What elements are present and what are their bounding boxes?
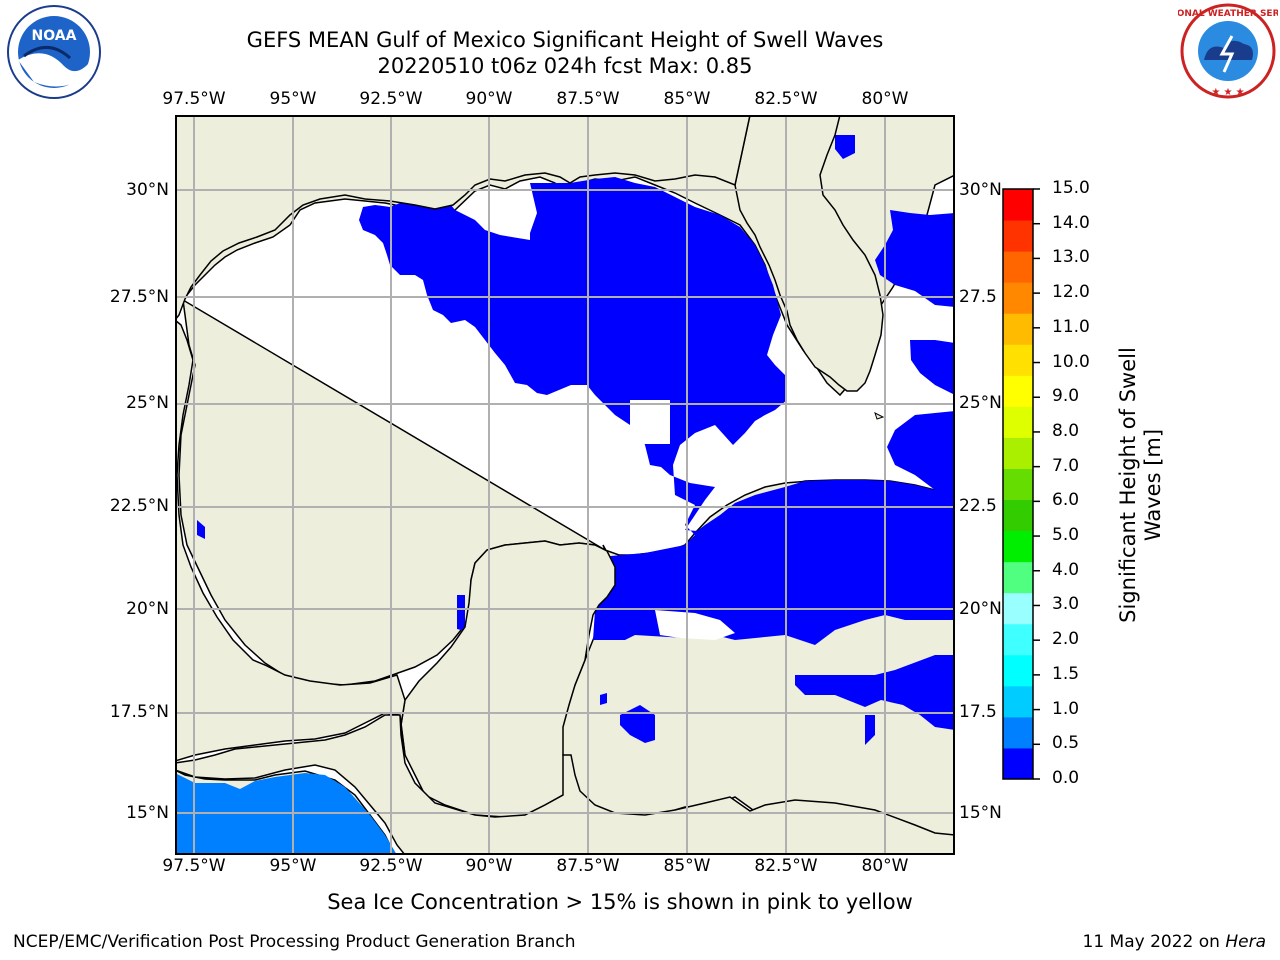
colorbar-segment [1003, 282, 1033, 314]
y-tick-left: 15°N [126, 803, 169, 823]
mexico-west-coast [175, 319, 406, 762]
map-frame [175, 115, 955, 855]
colorbar [1002, 188, 1040, 780]
colorbar-segment [1003, 654, 1033, 687]
colorbar-tick-label: 0.0 [1052, 768, 1080, 788]
colorbar-tick-label: 1.5 [1052, 663, 1080, 684]
x-tick-top: 90°W [465, 89, 513, 109]
colorbar-label: Significant Height of Swell Waves [m] [1116, 347, 1165, 623]
footer-date-text: 11 May 2022 on [1082, 932, 1226, 952]
colorbar-segment [1003, 251, 1033, 283]
colorbar-segment [1003, 437, 1033, 469]
x-tick-bottom: 80°W [861, 856, 909, 876]
colorbar-tick-label: 2.0 [1052, 629, 1080, 650]
colorbar-segment [1003, 623, 1033, 656]
colorbar-tick-label: 1.0 [1052, 698, 1080, 719]
colorbar-segment [1003, 747, 1033, 780]
colorbar-segment [1003, 716, 1033, 749]
colorbar-segment [1003, 499, 1033, 532]
y-tick-right: 25°N [959, 393, 1002, 413]
colorbar-tick-label: 10.0 [1052, 351, 1090, 372]
x-tick-bottom: 85°W [663, 856, 711, 876]
colorbar-segment [1003, 313, 1033, 345]
chart-title: GEFS MEAN Gulf of Mexico Significant Hei… [246, 28, 884, 52]
y-tick-left: 17.5°N [109, 702, 169, 722]
colorbar-segment [1003, 468, 1033, 501]
us-gulf-coast [175, 115, 751, 322]
colorbar-segment [1003, 685, 1033, 718]
y-tick-left: 25°N [126, 393, 169, 413]
y-tick-right: 15°N [959, 803, 1002, 823]
colorbar-segment [1003, 406, 1033, 438]
colorbar-tick-label: 14.0 [1052, 212, 1090, 233]
colorbar-tick-label: 15.0 [1052, 178, 1090, 198]
colorbar-segment [1003, 375, 1033, 407]
florida-peninsula [734, 115, 884, 392]
colorbar-segment [1003, 220, 1033, 252]
x-tick-bottom: 97.5°W [162, 856, 226, 876]
colorbar-segment [1003, 592, 1033, 625]
gulf-map [175, 115, 955, 855]
colorbar-tick-label: 3.0 [1052, 594, 1080, 615]
x-tick-top: 82.5°W [754, 89, 818, 109]
sea-ice-note: Sea Ice Concentration > 15% is shown in … [0, 890, 1280, 914]
nws-logo-stars: ★ ★ ★ [1211, 87, 1244, 98]
central-america [175, 714, 955, 855]
y-tick-left: 30°N [126, 180, 169, 200]
colorbar-tick-label: 11.0 [1052, 316, 1090, 337]
y-tick-left: 22.5°N [109, 496, 169, 516]
x-tick-top: 80°W [861, 89, 909, 109]
x-tick-bottom: 90°W [465, 856, 513, 876]
x-tick-top: 92.5°W [359, 89, 423, 109]
colorbar-tick-label: 0.5 [1052, 733, 1080, 754]
noaa-logo-text: NOAA [32, 28, 77, 44]
x-tick-bottom: 95°W [269, 856, 317, 876]
noaa-logo: NOAA [7, 5, 101, 99]
x-tick-bottom: 87.5°W [556, 856, 620, 876]
colorbar-tick-label: 5.0 [1052, 525, 1080, 546]
x-tick-top: 87.5°W [556, 89, 620, 109]
footer-date: 11 May 2022 on Hera [1083, 932, 1267, 952]
y-tick-right: 20°N [959, 599, 1002, 619]
y-tick-left: 20°N [126, 599, 169, 619]
footer-credit: NCEP/EMC/Verification Post Processing Pr… [13, 932, 576, 952]
x-tick-top: 95°W [269, 89, 317, 109]
colorbar-segment [1003, 530, 1033, 563]
colorbar-tick-label: 7.0 [1052, 455, 1080, 476]
colorbar-tick-label: 9.0 [1052, 386, 1080, 407]
colorbar-tick-label: 13.0 [1052, 247, 1090, 268]
x-tick-top: 97.5°W [162, 89, 226, 109]
colorbar-tick-label: 6.0 [1052, 490, 1080, 511]
y-tick-left: 27.5°N [109, 287, 169, 307]
nws-logo: NATIONAL WEATHER SERVICE ★ ★ ★ [1178, 3, 1278, 99]
colorbar-segment [1003, 344, 1033, 376]
colorbar-tick-label: 4.0 [1052, 559, 1080, 580]
nws-logo-text: NATIONAL WEATHER SERVICE [1178, 9, 1278, 19]
y-tick-right: 30°N [959, 180, 1002, 200]
swell-area-0-0.5m [197, 135, 955, 745]
colorbar-segment [1003, 561, 1033, 594]
colorbar-tick-label: 8.0 [1052, 420, 1080, 441]
y-tick-right: 17.5 [959, 702, 997, 722]
sea-ice-note-text: Sea Ice Concentration > 15% is shown in … [327, 890, 913, 914]
chart-subtitle: 20220510 t06z 024h fcst Max: 0.85 [377, 54, 753, 78]
grid-lines [175, 115, 955, 855]
footer-host: Hera [1225, 932, 1266, 952]
y-tick-right: 27.5 [959, 287, 997, 307]
x-tick-bottom: 82.5°W [754, 856, 818, 876]
y-tick-right: 22.5 [959, 496, 997, 516]
colorbar-tick-label: 12.0 [1052, 282, 1090, 303]
x-tick-bottom: 92.5°W [359, 856, 423, 876]
colorbar-segment [1003, 189, 1033, 221]
x-tick-top: 85°W [663, 89, 711, 109]
